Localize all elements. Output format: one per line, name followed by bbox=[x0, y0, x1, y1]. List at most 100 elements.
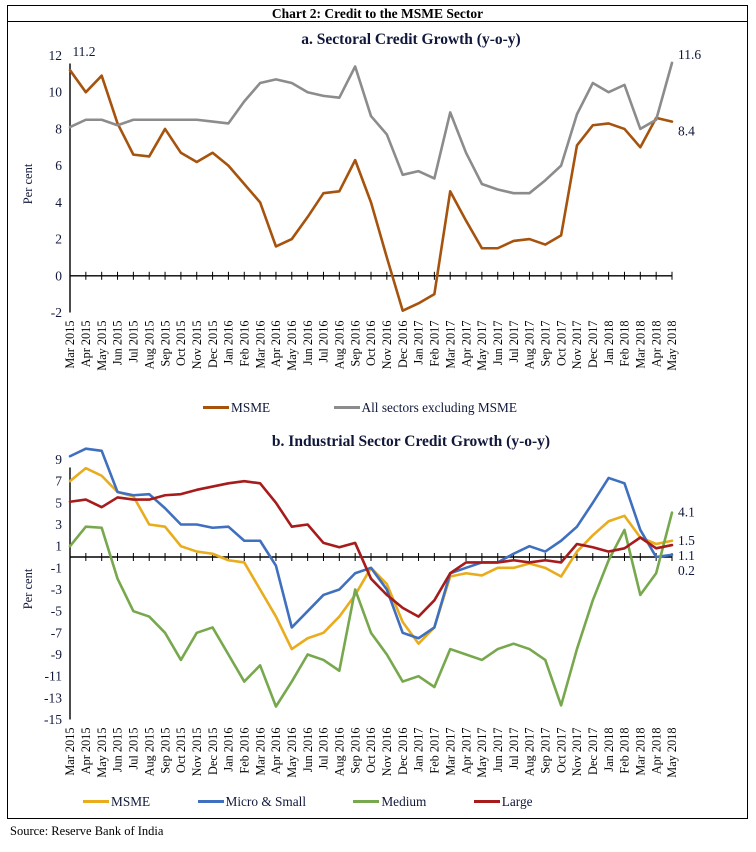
svg-text:-15: -15 bbox=[44, 712, 62, 727]
svg-text:Dec 2016: Dec 2016 bbox=[396, 728, 410, 775]
svg-text:Jul 2017: Jul 2017 bbox=[507, 728, 521, 770]
svg-text:Feb 2017: Feb 2017 bbox=[428, 728, 442, 774]
svg-text:1: 1 bbox=[55, 539, 62, 554]
svg-text:1.5: 1.5 bbox=[678, 533, 695, 548]
svg-text:5: 5 bbox=[55, 495, 62, 510]
svg-text:11.6: 11.6 bbox=[678, 47, 701, 62]
svg-text:Sep 2015: Sep 2015 bbox=[158, 728, 172, 774]
svg-text:Feb 2018: Feb 2018 bbox=[618, 321, 632, 367]
svg-text:Dec 2017: Dec 2017 bbox=[586, 321, 600, 368]
svg-text:Aug 2016: Aug 2016 bbox=[333, 321, 347, 370]
svg-text:Jun 2017: Jun 2017 bbox=[491, 321, 505, 366]
svg-text:9: 9 bbox=[55, 452, 62, 467]
svg-text:Aug 2016: Aug 2016 bbox=[333, 728, 347, 777]
svg-text:Apr 2017: Apr 2017 bbox=[459, 321, 473, 368]
svg-text:-7: -7 bbox=[51, 625, 62, 640]
svg-text:Oct 2016: Oct 2016 bbox=[364, 728, 378, 773]
svg-text:Per cent: Per cent bbox=[21, 163, 35, 204]
svg-text:6: 6 bbox=[55, 158, 62, 173]
svg-text:Jul 2016: Jul 2016 bbox=[317, 728, 331, 770]
svg-text:-1: -1 bbox=[51, 560, 62, 575]
svg-text:May 2016: May 2016 bbox=[285, 728, 299, 778]
svg-text:a. Sectoral Credit Growth (y-o: a. Sectoral Credit Growth (y-o-y) bbox=[301, 31, 520, 48]
svg-text:0: 0 bbox=[55, 268, 62, 283]
svg-text:Dec 2015: Dec 2015 bbox=[206, 321, 220, 368]
svg-text:Oct 2016: Oct 2016 bbox=[364, 321, 378, 366]
svg-text:-13: -13 bbox=[44, 690, 62, 705]
svg-text:Sep 2016: Sep 2016 bbox=[348, 728, 362, 774]
svg-text:Aug 2017: Aug 2017 bbox=[523, 321, 537, 370]
svg-text:8: 8 bbox=[55, 121, 62, 136]
svg-text:Jul 2015: Jul 2015 bbox=[127, 728, 141, 770]
svg-text:Jul 2016: Jul 2016 bbox=[317, 321, 331, 363]
svg-text:Feb 2018: Feb 2018 bbox=[618, 728, 632, 774]
svg-text:Nov 2017: Nov 2017 bbox=[570, 728, 584, 777]
svg-text:7: 7 bbox=[55, 474, 62, 489]
svg-text:Sep 2017: Sep 2017 bbox=[538, 728, 552, 774]
svg-text:Apr 2018: Apr 2018 bbox=[649, 321, 663, 368]
svg-text:Sep 2015: Sep 2015 bbox=[158, 321, 172, 367]
svg-text:Nov 2017: Nov 2017 bbox=[570, 321, 584, 370]
svg-text:Apr 2016: Apr 2016 bbox=[269, 321, 283, 368]
svg-text:-11: -11 bbox=[45, 669, 63, 684]
svg-text:May 2015: May 2015 bbox=[95, 321, 109, 371]
svg-text:Oct 2015: Oct 2015 bbox=[174, 728, 188, 773]
svg-text:1.1: 1.1 bbox=[678, 548, 695, 563]
svg-text:Jan 2017: Jan 2017 bbox=[412, 728, 426, 772]
svg-text:Mar 2015: Mar 2015 bbox=[63, 321, 77, 369]
svg-text:Jun 2016: Jun 2016 bbox=[301, 728, 315, 773]
svg-text:Jun 2015: Jun 2015 bbox=[111, 728, 125, 773]
svg-text:Feb 2016: Feb 2016 bbox=[237, 321, 251, 367]
svg-text:Mar 2017: Mar 2017 bbox=[443, 728, 457, 776]
svg-text:May 2018: May 2018 bbox=[665, 728, 679, 778]
svg-text:Dec 2016: Dec 2016 bbox=[396, 321, 410, 368]
svg-text:Jun 2015: Jun 2015 bbox=[111, 321, 125, 366]
svg-text:May 2018: May 2018 bbox=[665, 321, 679, 371]
svg-text:Oct 2015: Oct 2015 bbox=[174, 321, 188, 366]
svg-text:May 2017: May 2017 bbox=[475, 321, 489, 371]
svg-text:Oct 2017: Oct 2017 bbox=[554, 321, 568, 366]
svg-text:Nov 2016: Nov 2016 bbox=[380, 321, 394, 370]
svg-text:Jan 2016: Jan 2016 bbox=[222, 321, 236, 365]
svg-text:Feb 2017: Feb 2017 bbox=[428, 321, 442, 367]
svg-text:Jan 2018: Jan 2018 bbox=[602, 728, 616, 772]
svg-text:-9: -9 bbox=[51, 647, 62, 662]
svg-text:Mar 2015: Mar 2015 bbox=[63, 728, 77, 776]
svg-text:Aug 2015: Aug 2015 bbox=[142, 321, 156, 370]
svg-text:Nov 2016: Nov 2016 bbox=[380, 728, 394, 777]
svg-text:Feb 2016: Feb 2016 bbox=[237, 728, 251, 774]
svg-text:-5: -5 bbox=[51, 604, 62, 619]
svg-text:Apr 2015: Apr 2015 bbox=[79, 728, 93, 775]
svg-text:Apr 2016: Apr 2016 bbox=[269, 728, 283, 775]
svg-text:Mar 2018: Mar 2018 bbox=[634, 728, 648, 776]
svg-text:Aug 2017: Aug 2017 bbox=[523, 728, 537, 777]
svg-text:May 2015: May 2015 bbox=[95, 728, 109, 778]
svg-text:3: 3 bbox=[55, 517, 62, 532]
svg-text:Mar 2017: Mar 2017 bbox=[443, 321, 457, 369]
svg-text:Apr 2017: Apr 2017 bbox=[459, 728, 473, 775]
svg-text:Sep 2017: Sep 2017 bbox=[538, 321, 552, 367]
svg-text:Oct 2017: Oct 2017 bbox=[554, 728, 568, 773]
svg-text:2: 2 bbox=[55, 232, 62, 247]
svg-text:Dec 2015: Dec 2015 bbox=[206, 728, 220, 775]
svg-text:Mar 2018: Mar 2018 bbox=[634, 321, 648, 369]
svg-text:8.4: 8.4 bbox=[678, 124, 695, 139]
svg-text:4: 4 bbox=[55, 195, 62, 210]
svg-text:0.2: 0.2 bbox=[678, 563, 695, 578]
svg-text:-2: -2 bbox=[51, 305, 62, 320]
svg-text:11.2: 11.2 bbox=[72, 44, 95, 59]
svg-text:Jan 2016: Jan 2016 bbox=[222, 728, 236, 772]
svg-text:Mar 2016: Mar 2016 bbox=[253, 728, 267, 776]
svg-text:Jun 2016: Jun 2016 bbox=[301, 321, 315, 366]
svg-text:Jul 2017: Jul 2017 bbox=[507, 320, 521, 362]
svg-text:Jan 2018: Jan 2018 bbox=[602, 321, 616, 365]
svg-text:May 2016: May 2016 bbox=[285, 321, 299, 371]
svg-text:Jul 2015: Jul 2015 bbox=[127, 321, 141, 363]
svg-text:Dec 2017: Dec 2017 bbox=[586, 728, 600, 775]
svg-text:Jan 2017: Jan 2017 bbox=[412, 321, 426, 365]
svg-text:-3: -3 bbox=[51, 582, 62, 597]
svg-text:Per cent: Per cent bbox=[21, 568, 35, 609]
svg-text:b. Industrial Sector Credit Gr: b. Industrial Sector Credit Growth (y-o-… bbox=[272, 433, 550, 450]
svg-text:Apr 2018: Apr 2018 bbox=[649, 728, 663, 775]
svg-text:Aug 2015: Aug 2015 bbox=[142, 728, 156, 777]
